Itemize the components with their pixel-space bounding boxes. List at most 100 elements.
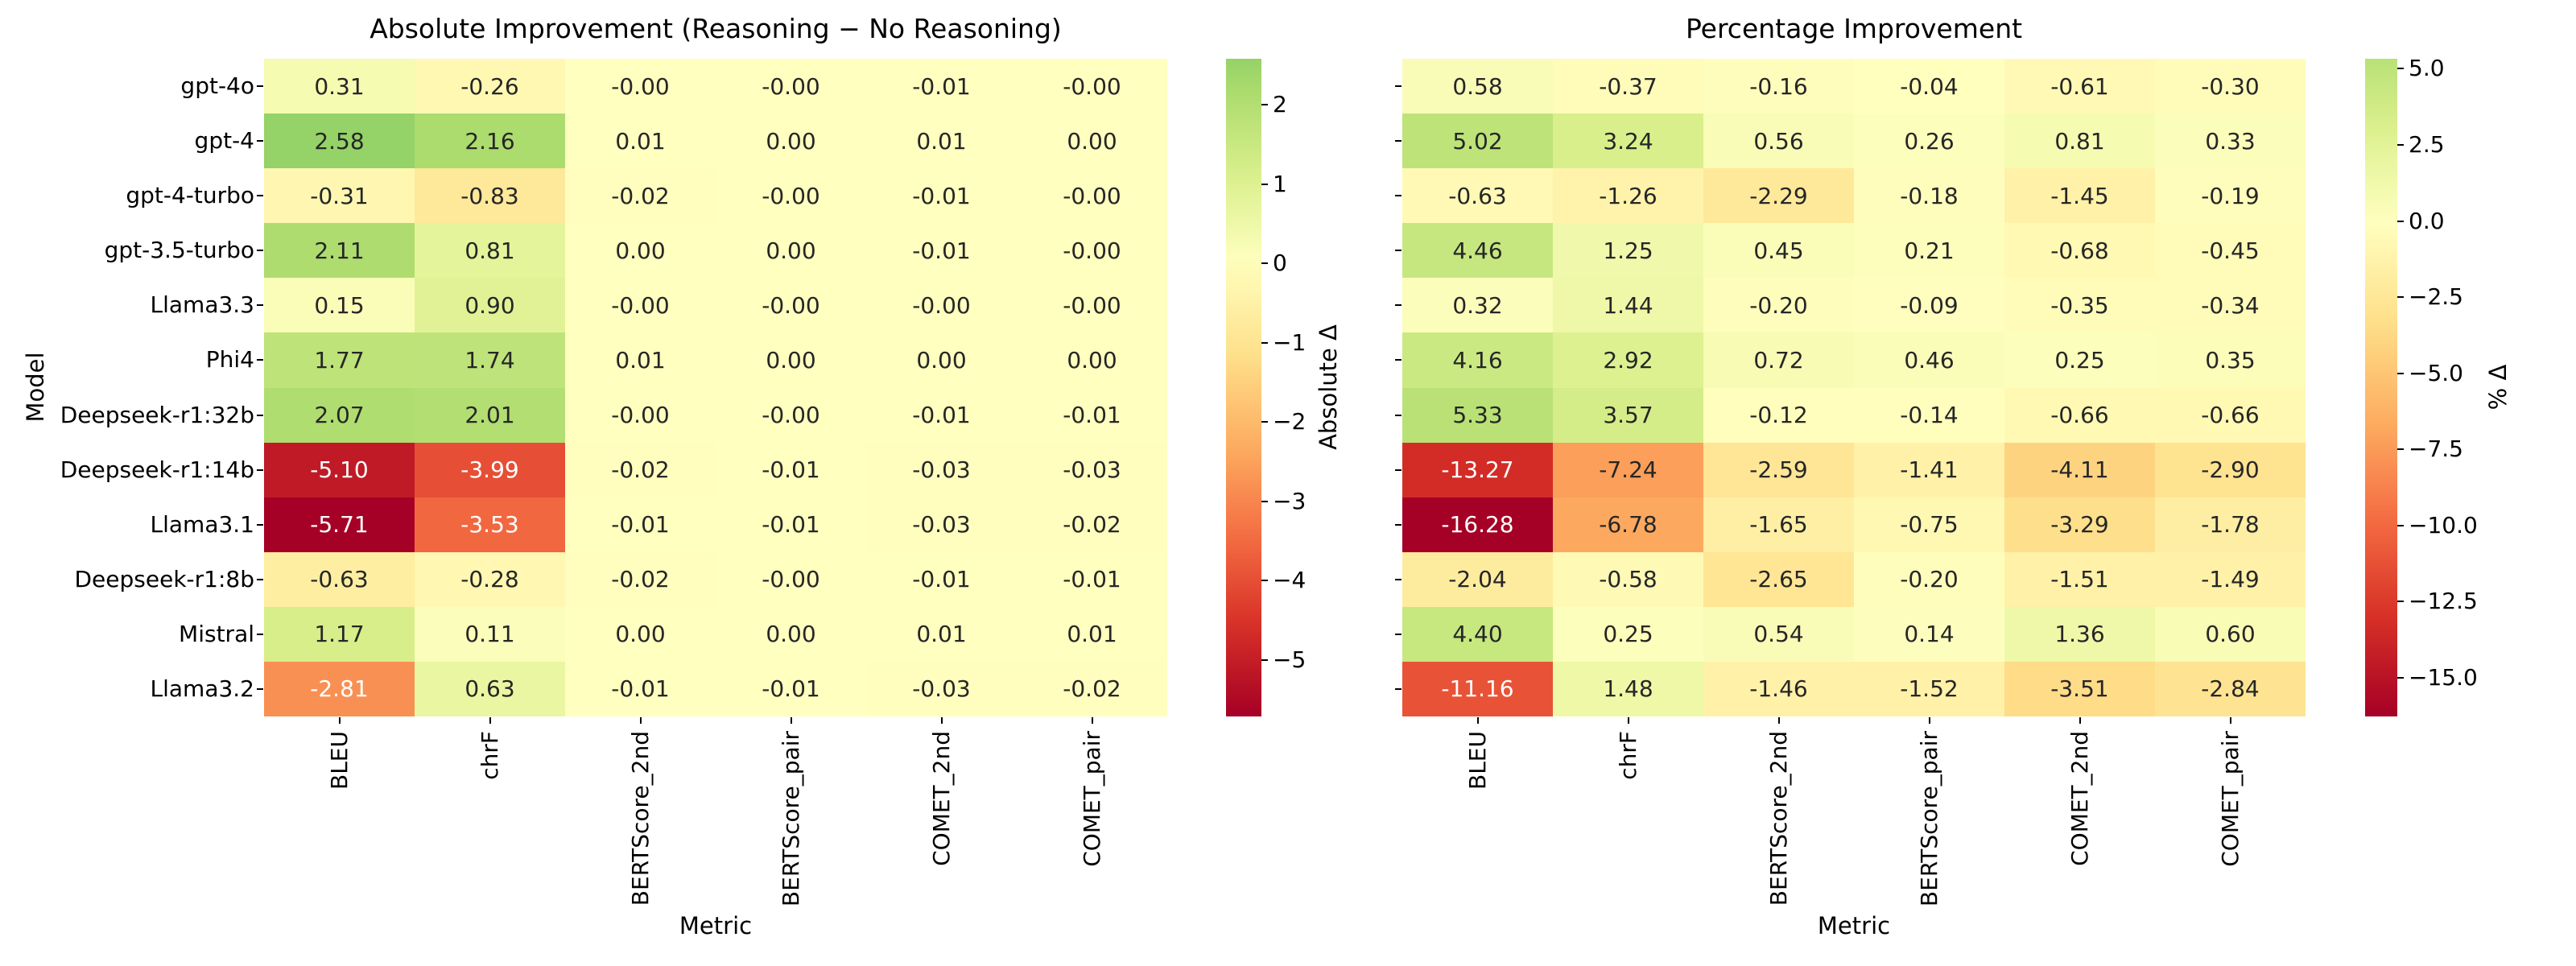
cell-value: -0.61: [2050, 72, 2109, 100]
cell-value: -0.02: [1063, 675, 1121, 703]
heatmap-cell: -0.02: [1017, 497, 1167, 552]
heatmap-cell: 1.25: [1553, 223, 1703, 279]
cell-value: -5.10: [310, 456, 369, 484]
cell-value: 0.72: [1753, 346, 1804, 374]
cell-value: -0.01: [611, 675, 670, 703]
cell-value: 0.01: [615, 346, 666, 374]
cell-value: -0.03: [912, 511, 971, 539]
colorbar-tick-mark: [2397, 68, 2404, 70]
heatmap-cell: -0.18: [1854, 168, 2004, 224]
heatmap-cell: 0.01: [565, 332, 716, 388]
heatmap-cell: -0.01: [866, 387, 1017, 443]
heatmap-cell: 3.57: [1553, 387, 1703, 443]
y-tick-mark: [257, 687, 263, 690]
y-tick-mark: [1395, 250, 1402, 252]
cell-value: -16.28: [1441, 511, 1514, 539]
cell-value: -0.01: [912, 402, 971, 429]
cell-value: 0.00: [1067, 346, 1117, 374]
heatmap-cell: -1.78: [2155, 497, 2306, 552]
cell-value: 1.25: [1603, 237, 1653, 264]
cell-value: 0.01: [916, 621, 967, 648]
cell-value: 2.11: [314, 237, 365, 264]
cell-value: 2.16: [464, 127, 515, 155]
heatmap-cell: 4.16: [1402, 332, 1553, 388]
cell-value: 1.77: [314, 346, 365, 374]
heatmap-cell: -0.01: [565, 661, 716, 716]
heatmap-cell: -3.99: [415, 442, 565, 497]
colorbar-tick-mark: [1261, 341, 1268, 344]
cell-value: 0.11: [464, 621, 515, 648]
heatmap-cell: -1.45: [2004, 168, 2155, 224]
cell-value: -0.20: [1900, 566, 1959, 593]
cell-value: -0.01: [912, 72, 971, 100]
cell-value: 3.24: [1603, 127, 1653, 155]
heatmap-cell: 0.01: [866, 606, 1017, 662]
cell-value: 0.81: [2054, 127, 2105, 155]
heatmap-cell: 0.32: [1402, 278, 1553, 333]
right-colorbar: [2365, 59, 2397, 716]
cell-value: 0.63: [464, 675, 515, 703]
heatmap-cell: -0.01: [866, 551, 1017, 607]
cell-value: 0.26: [1904, 127, 1955, 155]
heatmap-cell: 0.90: [415, 278, 565, 333]
heatmap-cell: -0.00: [716, 278, 866, 333]
heatmap-cell: -0.03: [866, 661, 1017, 716]
y-tick-mark: [1395, 195, 1402, 197]
x-axis-label-left: Metric: [679, 912, 753, 939]
y-tick-label: gpt-4o: [180, 72, 254, 100]
heatmap-cell: 0.35: [2155, 332, 2306, 388]
cell-value: -0.00: [611, 72, 670, 100]
x-tick-label: chrF: [1614, 731, 1641, 780]
heatmap-cell: 2.07: [264, 387, 415, 443]
heatmap-cell: 1.74: [415, 332, 565, 388]
heatmap-cell: 0.72: [1703, 332, 1854, 388]
y-tick-mark: [1395, 633, 1402, 635]
y-tick-mark: [1395, 414, 1402, 416]
heatmap-cell: 0.81: [415, 223, 565, 279]
cell-value: -0.00: [1063, 72, 1121, 100]
colorbar-tick-label: −2: [1273, 408, 1307, 436]
heatmap-cell: 0.33: [2155, 114, 2306, 169]
heatmap-cell: -0.01: [866, 168, 1017, 224]
heatmap-cell: -0.01: [716, 442, 866, 497]
cell-value: 0.33: [2205, 127, 2256, 155]
heatmap-cell: 0.15: [264, 278, 415, 333]
colorbar-tick-label: −7.5: [2409, 436, 2463, 463]
cell-value: -4.11: [2050, 456, 2109, 484]
cell-value: 0.54: [1753, 621, 1804, 648]
heatmap-cell: 0.00: [716, 114, 866, 169]
heatmap-cell: -6.78: [1553, 497, 1703, 552]
heatmap-cell: -5.10: [264, 442, 415, 497]
cell-value: -2.59: [1749, 456, 1808, 484]
y-tick-label: gpt-4-turbo: [126, 182, 254, 209]
cell-value: -0.16: [1749, 72, 1808, 100]
colorbar-tick-mark: [1261, 580, 1268, 582]
colorbar-tick-mark: [2397, 296, 2404, 299]
heatmap-cell: 0.31: [264, 59, 415, 114]
cell-value: -0.12: [1749, 402, 1808, 429]
heatmap-cell: -0.26: [415, 59, 565, 114]
heatmap-cell: -3.53: [415, 497, 565, 552]
heatmap-cell: 0.81: [2004, 114, 2155, 169]
y-tick-mark: [257, 414, 263, 416]
cell-value: -0.09: [1900, 291, 1959, 319]
cell-value: 3.57: [1603, 402, 1653, 429]
heatmap-cell: 0.00: [716, 223, 866, 279]
cell-value: -0.26: [460, 72, 519, 100]
cell-value: 0.01: [1067, 621, 1117, 648]
colorbar-tick-label: −3: [1273, 487, 1307, 514]
heatmap-cell: -0.37: [1553, 59, 1703, 114]
cell-value: 0.21: [1904, 237, 1955, 264]
y-tick-label: Deepseek-r1:32b: [60, 401, 254, 428]
heatmap-cell: -4.11: [2004, 442, 2155, 497]
heatmap-cell: -0.45: [2155, 223, 2306, 279]
cell-value: 0.01: [615, 127, 666, 155]
y-tick-mark: [1395, 469, 1402, 471]
colorbar-tick-label: 0: [1273, 250, 1287, 277]
right-colorbar-label: % Δ: [2484, 364, 2512, 411]
cell-value: 4.46: [1452, 237, 1503, 264]
y-tick-mark: [257, 195, 263, 197]
heatmap-cell: 0.21: [1854, 223, 2004, 279]
cell-value: -13.27: [1441, 456, 1514, 484]
